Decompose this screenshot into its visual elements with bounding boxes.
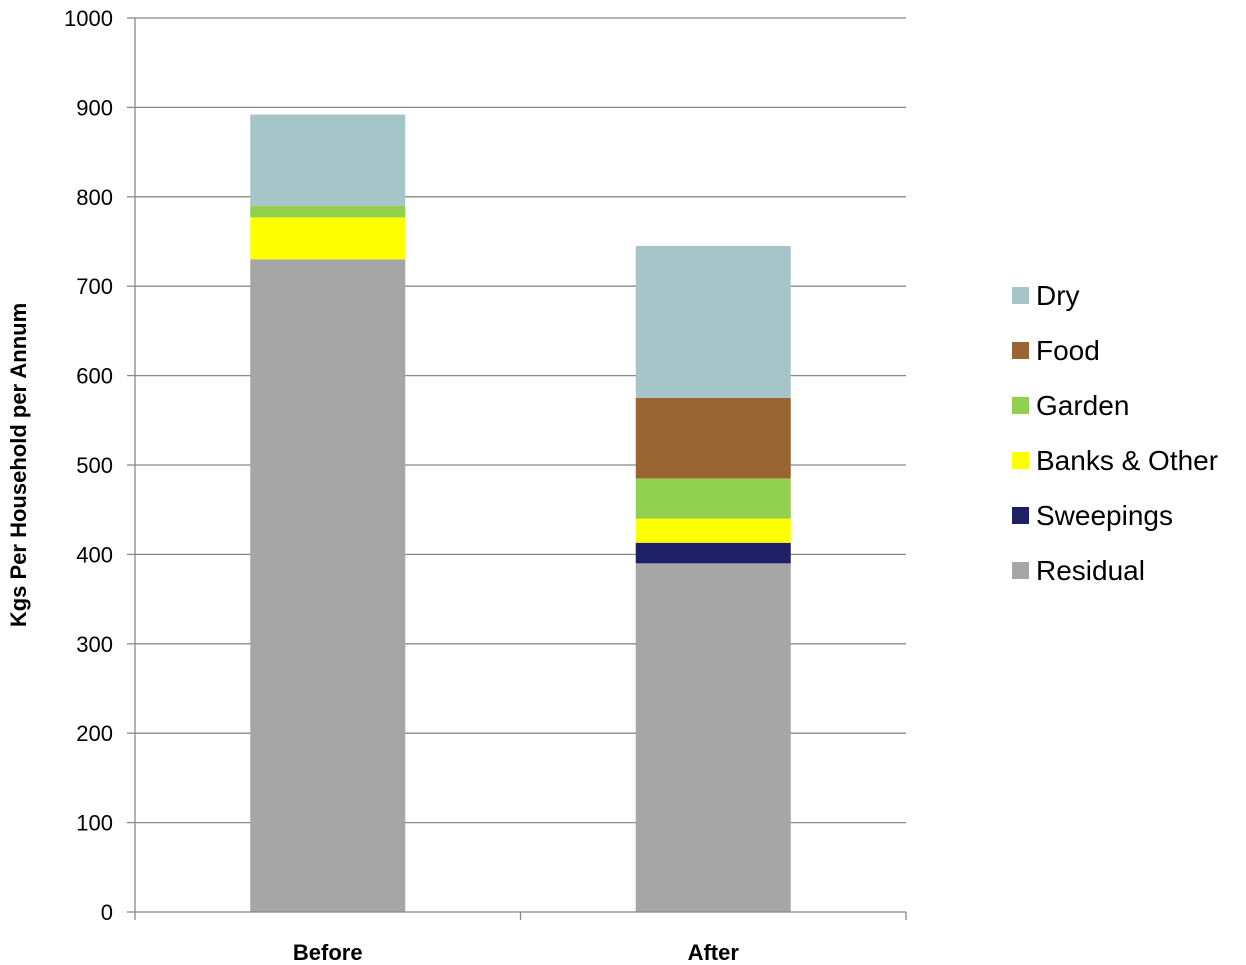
- bar-segment-before-dry: [250, 114, 406, 206]
- legend-label: Food: [1036, 334, 1100, 366]
- y-tick-label: 600: [76, 364, 113, 389]
- bar-segment-after-dry: [635, 245, 791, 398]
- legend-swatch: [1012, 562, 1029, 579]
- y-tick-label: 300: [76, 632, 113, 657]
- legend-label: Banks & Other: [1036, 444, 1219, 476]
- bar-segment-after-banks-and-other: [635, 518, 791, 543]
- bar-segment-after-residual: [635, 563, 791, 912]
- legend-item-residual: Residual: [1012, 543, 1218, 598]
- bar-segment-before-residual: [250, 259, 406, 912]
- y-tick-label: 400: [76, 542, 113, 567]
- y-tick-label: 800: [76, 185, 113, 210]
- x-category-label-before: Before: [293, 940, 363, 965]
- bar-segment-before-banks-and-other: [250, 217, 406, 260]
- bar-segment-after-sweepings: [635, 542, 791, 564]
- legend: Dry Food Garden Banks & Other Sweepings Resid…: [1012, 268, 1218, 598]
- legend-item-banks-and-other: Banks & Other: [1012, 433, 1218, 488]
- bar-segment-after-garden: [635, 478, 791, 519]
- legend-label: Garden: [1036, 389, 1130, 421]
- y-tick-label: 700: [76, 274, 113, 299]
- y-tick-labels: 0 100 200 300 400 500 600 700 800 900 1000: [64, 6, 113, 925]
- bars: [250, 114, 791, 912]
- y-axis-title: Kgs Per Household per Annum: [6, 303, 31, 627]
- legend-item-food: Food: [1012, 323, 1218, 378]
- y-tick-label: 500: [76, 453, 113, 478]
- y-tick-label: 100: [76, 811, 113, 836]
- y-tick-label: 200: [76, 721, 113, 746]
- axes: [127, 17, 907, 920]
- y-tick-label: 900: [76, 95, 113, 120]
- legend-swatch: [1012, 287, 1029, 304]
- legend-item-dry: Dry: [1012, 268, 1218, 323]
- y-tick-label: 0: [101, 900, 113, 925]
- legend-item-sweepings: Sweepings: [1012, 488, 1218, 543]
- legend-item-garden: Garden: [1012, 378, 1218, 433]
- legend-label: Dry: [1036, 279, 1080, 311]
- legend-label: Residual: [1036, 554, 1145, 586]
- legend-swatch: [1012, 452, 1029, 469]
- legend-swatch: [1012, 507, 1029, 524]
- x-category-label-after: After: [688, 940, 740, 965]
- legend-swatch: [1012, 397, 1029, 414]
- legend-swatch: [1012, 342, 1029, 359]
- bar-segment-before-garden: [250, 205, 406, 218]
- y-tick-label: 1000: [64, 6, 113, 31]
- x-category-labels: Before After: [293, 940, 739, 965]
- bar-segment-after-food: [635, 397, 791, 479]
- legend-label: Sweepings: [1036, 499, 1173, 531]
